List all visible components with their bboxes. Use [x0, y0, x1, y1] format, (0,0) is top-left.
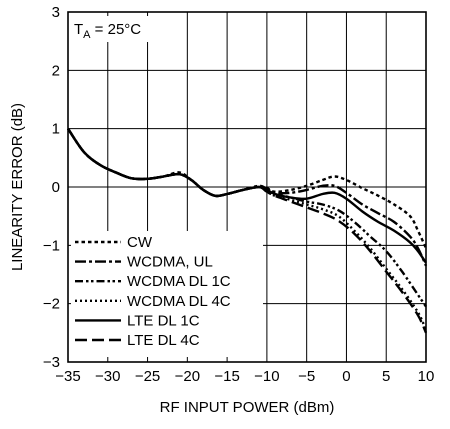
- y-tick-label: −1: [43, 237, 60, 254]
- y-tick-label: −3: [43, 354, 60, 371]
- legend-label: CW: [127, 234, 153, 251]
- annotation-sub: A: [83, 29, 91, 41]
- x-tick-label: 0: [342, 368, 350, 385]
- x-tick-label: −5: [298, 368, 315, 385]
- y-tick-label: 1: [52, 121, 60, 138]
- x-axis-title: RF INPUT POWER (dBm): [160, 399, 335, 416]
- legend-label: WCDMA DL 4C: [127, 293, 231, 310]
- x-tick-label: −10: [254, 368, 279, 385]
- x-tick-label: −30: [95, 368, 120, 385]
- x-tick-label: −35: [55, 368, 80, 385]
- y-tick-label: 0: [52, 179, 60, 196]
- x-tick-label: −15: [214, 368, 239, 385]
- legend-label: LTE DL 1C: [127, 312, 200, 329]
- series-line-5: [67, 128, 428, 334]
- series-lines: [67, 128, 428, 334]
- annotation-rest: = 25°C: [91, 21, 142, 38]
- temperature-annotation: TA = 25°C: [71, 16, 161, 42]
- y-axis-title: LINEARITY ERROR (dB): [9, 103, 26, 271]
- legend-label: LTE DL 4C: [127, 332, 200, 349]
- legend: CW WCDMA, UL WCDMA DL 1C WCDMA DL 4C LTE DL …: [71, 231, 263, 357]
- legend-label: WCDMA DL 1C: [127, 273, 231, 290]
- x-tick-label: 5: [382, 368, 390, 385]
- x-tick-label: −20: [175, 368, 200, 385]
- y-tick-label: 3: [52, 4, 60, 21]
- y-tick-label: −2: [43, 296, 60, 313]
- plot-frame: [67, 11, 427, 363]
- y-tick-label: 2: [52, 62, 60, 79]
- annotation-t: T: [74, 21, 83, 38]
- legend-label: WCDMA, UL: [127, 254, 213, 271]
- x-tick-label: 10: [418, 368, 435, 385]
- series-line-0: [67, 128, 428, 249]
- annotation-text: TA = 25°C: [74, 21, 141, 41]
- x-tick-label: −25: [135, 368, 160, 385]
- legend-background: [71, 231, 263, 357]
